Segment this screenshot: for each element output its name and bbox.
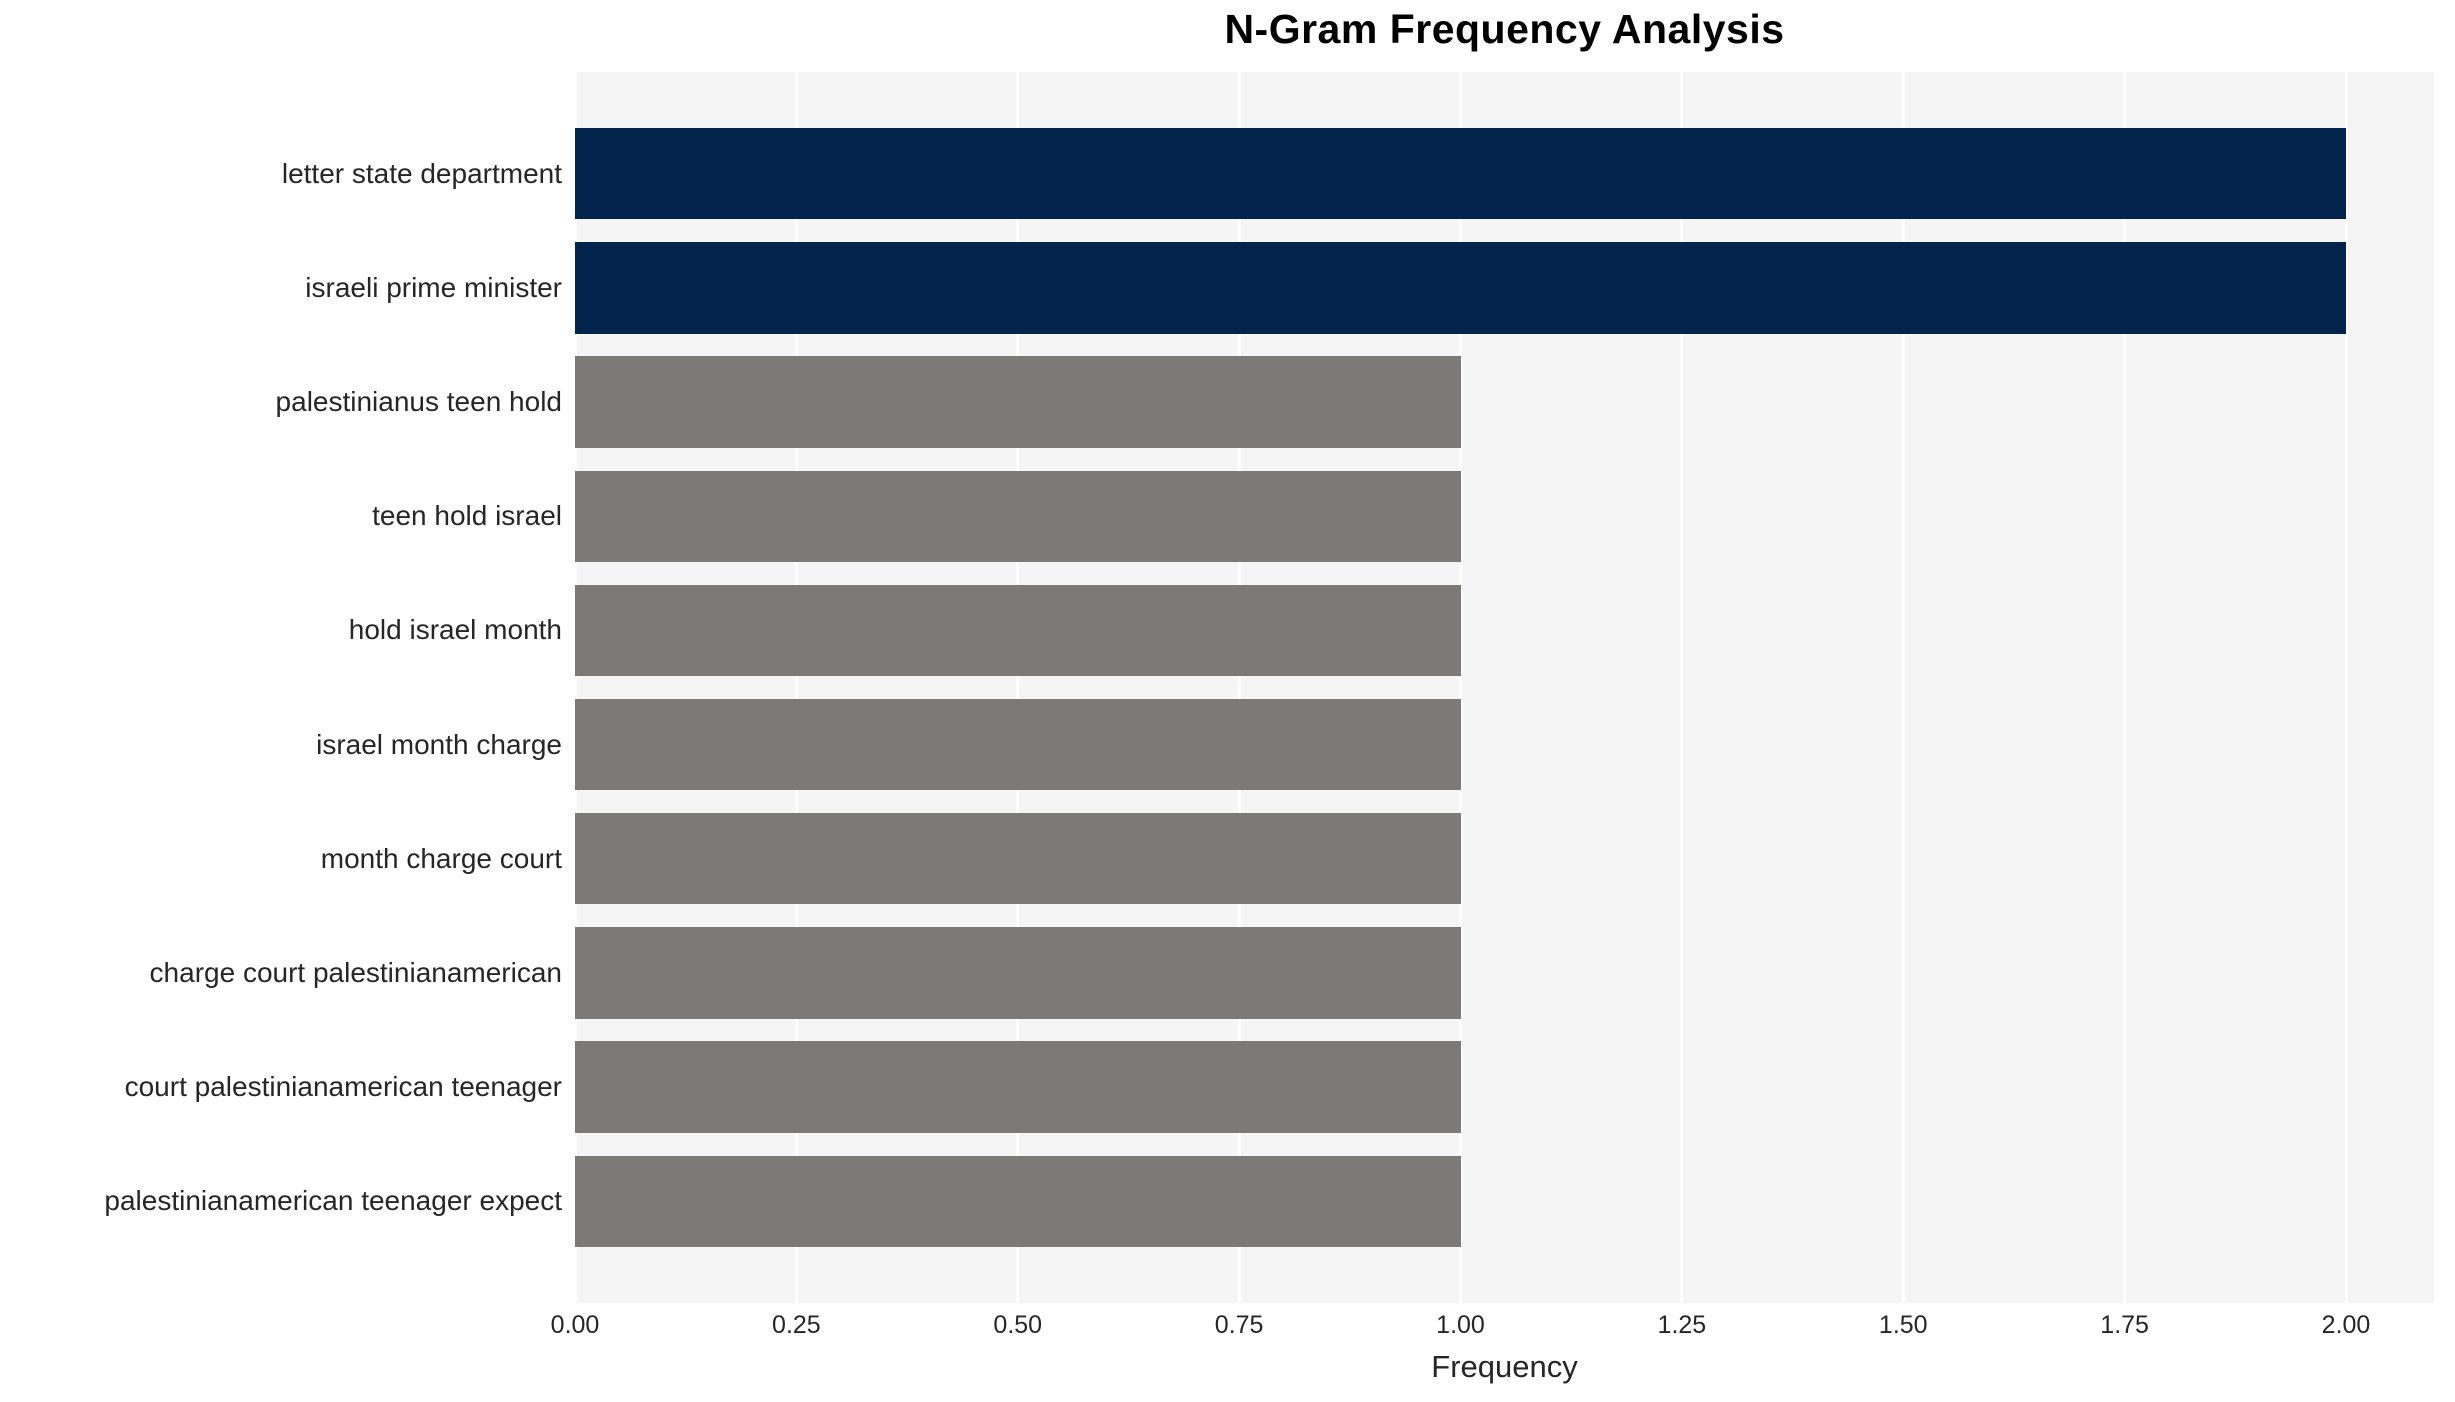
x-tick-label: 0.75 <box>1214 1311 1264 1339</box>
gridline-1.75 <box>2123 72 2127 1303</box>
bar-israeli-prime-minister <box>575 242 2346 334</box>
gridline-1.50 <box>1901 72 1905 1303</box>
bar-palestinianamerican-teenager-expect <box>575 1155 1461 1247</box>
category-label: court palestinianamerican teenager <box>124 1071 562 1103</box>
category-label: hold israel month <box>348 614 562 646</box>
category-label: charge court palestinianamerican <box>149 956 562 988</box>
gridline-0.50 <box>1016 72 1020 1303</box>
x-tick-label: 0.00 <box>550 1311 600 1339</box>
gridline-0.00 <box>573 72 577 1303</box>
gridline-0.75 <box>1237 72 1241 1303</box>
category-label: israel month charge <box>316 728 562 760</box>
bar-court-palestinianamerican-teenager <box>575 1041 1461 1133</box>
category-label: palestinianus teen hold <box>275 386 562 418</box>
gridline-1.25 <box>1680 72 1684 1303</box>
plot-area <box>573 72 2434 1303</box>
x-axis-label: Frequency <box>1431 1349 1578 1384</box>
category-label: teen hold israel <box>372 500 562 532</box>
bar-charge-court-palestinianamerican <box>575 927 1461 1019</box>
gridline-2.00 <box>2344 72 2348 1303</box>
bar-palestinianus-teen-hold <box>575 356 1461 448</box>
category-label: israeli prime minister <box>305 271 562 303</box>
x-tick-label: 0.25 <box>772 1311 821 1339</box>
chart-title: N-Gram Frequency Analysis <box>1224 6 1785 52</box>
x-tick-label: 2.00 <box>2321 1311 2371 1339</box>
category-label: month charge court <box>320 842 562 874</box>
x-tick-label: 1.00 <box>1436 1311 1485 1339</box>
bar-teen-hold-israel <box>575 470 1461 562</box>
x-tick-label: 1.25 <box>1657 1311 1707 1339</box>
x-tick-label: 0.50 <box>993 1311 1043 1339</box>
bar-hold-israel-month <box>575 584 1461 677</box>
bar-letter-state-department <box>575 128 2346 220</box>
x-tick-label: 1.75 <box>2100 1311 2149 1339</box>
x-tick-label: 1.50 <box>1878 1311 1928 1339</box>
bar-month-charge-court <box>575 813 1461 905</box>
category-label: palestinianamerican teenager expect <box>104 1185 562 1217</box>
bar-israel-month-charge <box>575 698 1461 791</box>
gridline-1.00 <box>1459 72 1462 1303</box>
category-label: letter state department <box>281 157 562 189</box>
gridline-0.25 <box>794 72 798 1303</box>
